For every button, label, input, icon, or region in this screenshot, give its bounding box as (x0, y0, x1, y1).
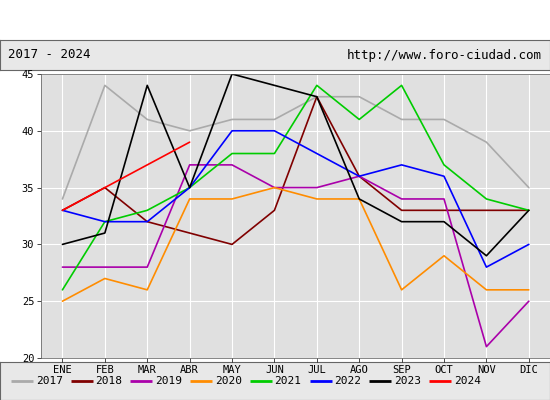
Text: 2017 - 2024: 2017 - 2024 (8, 48, 91, 62)
Text: 2023: 2023 (394, 376, 421, 386)
Text: http://www.foro-ciudad.com: http://www.foro-ciudad.com (346, 48, 542, 62)
Text: 2017: 2017 (36, 376, 63, 386)
Text: 2021: 2021 (274, 376, 301, 386)
Text: 2024: 2024 (454, 376, 481, 386)
Text: 2018: 2018 (96, 376, 123, 386)
Text: 2022: 2022 (334, 376, 361, 386)
Text: 2019: 2019 (155, 376, 182, 386)
Text: 2020: 2020 (215, 376, 242, 386)
Text: Evolucion del paro registrado en Gestalgar: Evolucion del paro registrado en Gestalg… (84, 12, 466, 28)
